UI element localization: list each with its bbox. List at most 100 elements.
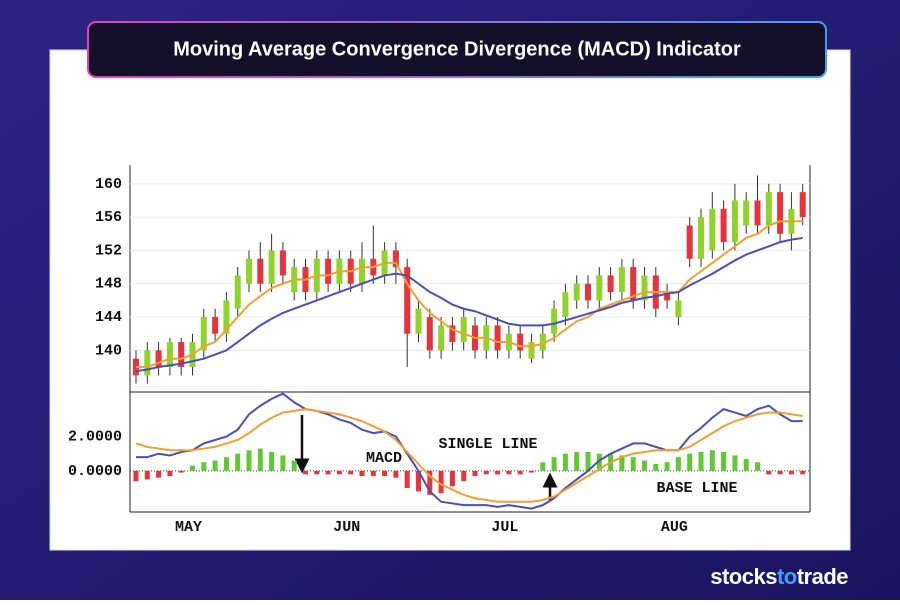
y-tick-label: 152 [95, 242, 122, 259]
histogram-bar [336, 470, 342, 475]
histogram-bar [766, 470, 772, 475]
x-tick-label: JUL [491, 519, 518, 536]
candle-body [178, 342, 185, 368]
candle-body [664, 292, 671, 301]
y-tick-label: 144 [95, 309, 122, 326]
histogram-bar [777, 470, 783, 475]
candle-body [743, 200, 750, 226]
y-tick-label: 140 [95, 342, 122, 359]
candle-body [618, 267, 625, 293]
histogram-bar [585, 452, 591, 471]
histogram-bar [472, 470, 478, 476]
histogram-bar [393, 470, 399, 478]
histogram-bar [788, 470, 794, 475]
histogram-bar [427, 470, 433, 495]
y-tick-label: 2.0000 [68, 429, 122, 446]
candle-body [539, 333, 546, 351]
candle-body [325, 258, 332, 284]
y-tick-label: 156 [95, 209, 122, 226]
y-tick-label: 0.0000 [68, 463, 122, 480]
histogram-bar [325, 470, 331, 475]
candle-body [212, 317, 219, 334]
histogram-bar [348, 470, 354, 475]
histogram-bar [675, 457, 681, 471]
candle-body [404, 267, 411, 334]
candle-body [415, 308, 422, 334]
candle-body [551, 308, 558, 334]
histogram-bar [653, 464, 659, 471]
candle-body [438, 325, 445, 351]
histogram-bar [664, 462, 670, 471]
histogram-bar [630, 457, 636, 471]
y-tick-label: 148 [95, 276, 122, 293]
histogram-bar [223, 457, 229, 471]
candle-body [268, 250, 275, 284]
histogram-bar [303, 470, 308, 475]
brand-part: to [777, 564, 797, 589]
histogram-bar [280, 455, 286, 471]
chart-title: Moving Average Convergence Divergence (M… [173, 38, 741, 60]
candle-body [573, 283, 580, 301]
histogram-bar [721, 452, 727, 471]
candle-body [731, 200, 738, 243]
brand: stockstotrade [710, 564, 848, 589]
histogram-bar [314, 470, 320, 475]
candle-body [686, 225, 693, 259]
candle-body [223, 300, 230, 334]
histogram-bar [449, 470, 455, 487]
candle-body [246, 258, 252, 284]
histogram-bar [698, 452, 704, 471]
brand-part: stocks [710, 564, 777, 589]
candle-body [698, 217, 704, 259]
annotation: BASE LINE [656, 480, 737, 497]
histogram-bar [551, 457, 557, 471]
histogram-bar [404, 470, 410, 488]
candle-body [528, 342, 535, 359]
histogram-bar [483, 470, 489, 475]
histogram-bar [269, 452, 275, 471]
candle-body [709, 208, 716, 251]
candle-body [359, 258, 365, 284]
candle-body [630, 267, 637, 301]
plot: 140 144 148 152 156 160 2.0000 0.0000 MAY JUN JUL A… [68, 165, 811, 536]
histogram-bar [246, 450, 252, 471]
histogram-bar [212, 460, 218, 471]
histogram-bar [144, 470, 150, 480]
candle-body [279, 250, 286, 276]
annotation: SINGLE LINE [438, 436, 537, 453]
candle-body [641, 275, 648, 301]
candle-body [426, 317, 433, 351]
histogram-bar [370, 470, 376, 476]
histogram-bar [687, 453, 693, 471]
histogram-bar [257, 448, 263, 471]
candle-body [675, 300, 682, 318]
candle-body [392, 250, 399, 268]
candle-body [517, 333, 524, 351]
candle-body [200, 317, 207, 351]
histogram-bar [461, 470, 467, 482]
histogram-bar [709, 450, 715, 471]
macd-line [136, 392, 803, 510]
histogram-bar [619, 455, 625, 471]
candle-body [596, 275, 603, 301]
histogram-bar [133, 470, 139, 482]
candle-body [494, 325, 501, 351]
candle-body [234, 275, 241, 309]
x-tick-label: AUG [661, 519, 688, 536]
histogram-bar [382, 470, 388, 476]
candle-body [607, 275, 614, 293]
histogram-bar [574, 452, 580, 471]
candle-body [585, 283, 591, 301]
histogram-bar [529, 470, 534, 473]
macd-line [135, 408, 803, 503]
histogram-bar [167, 470, 173, 476]
histogram-bar [190, 465, 195, 471]
candle-body [257, 258, 264, 284]
histogram-bar [416, 470, 421, 492]
candle-body [754, 200, 761, 226]
candle-body [765, 192, 772, 226]
candle-body [166, 342, 173, 368]
panel [49, 49, 851, 551]
title-box [87, 21, 827, 78]
